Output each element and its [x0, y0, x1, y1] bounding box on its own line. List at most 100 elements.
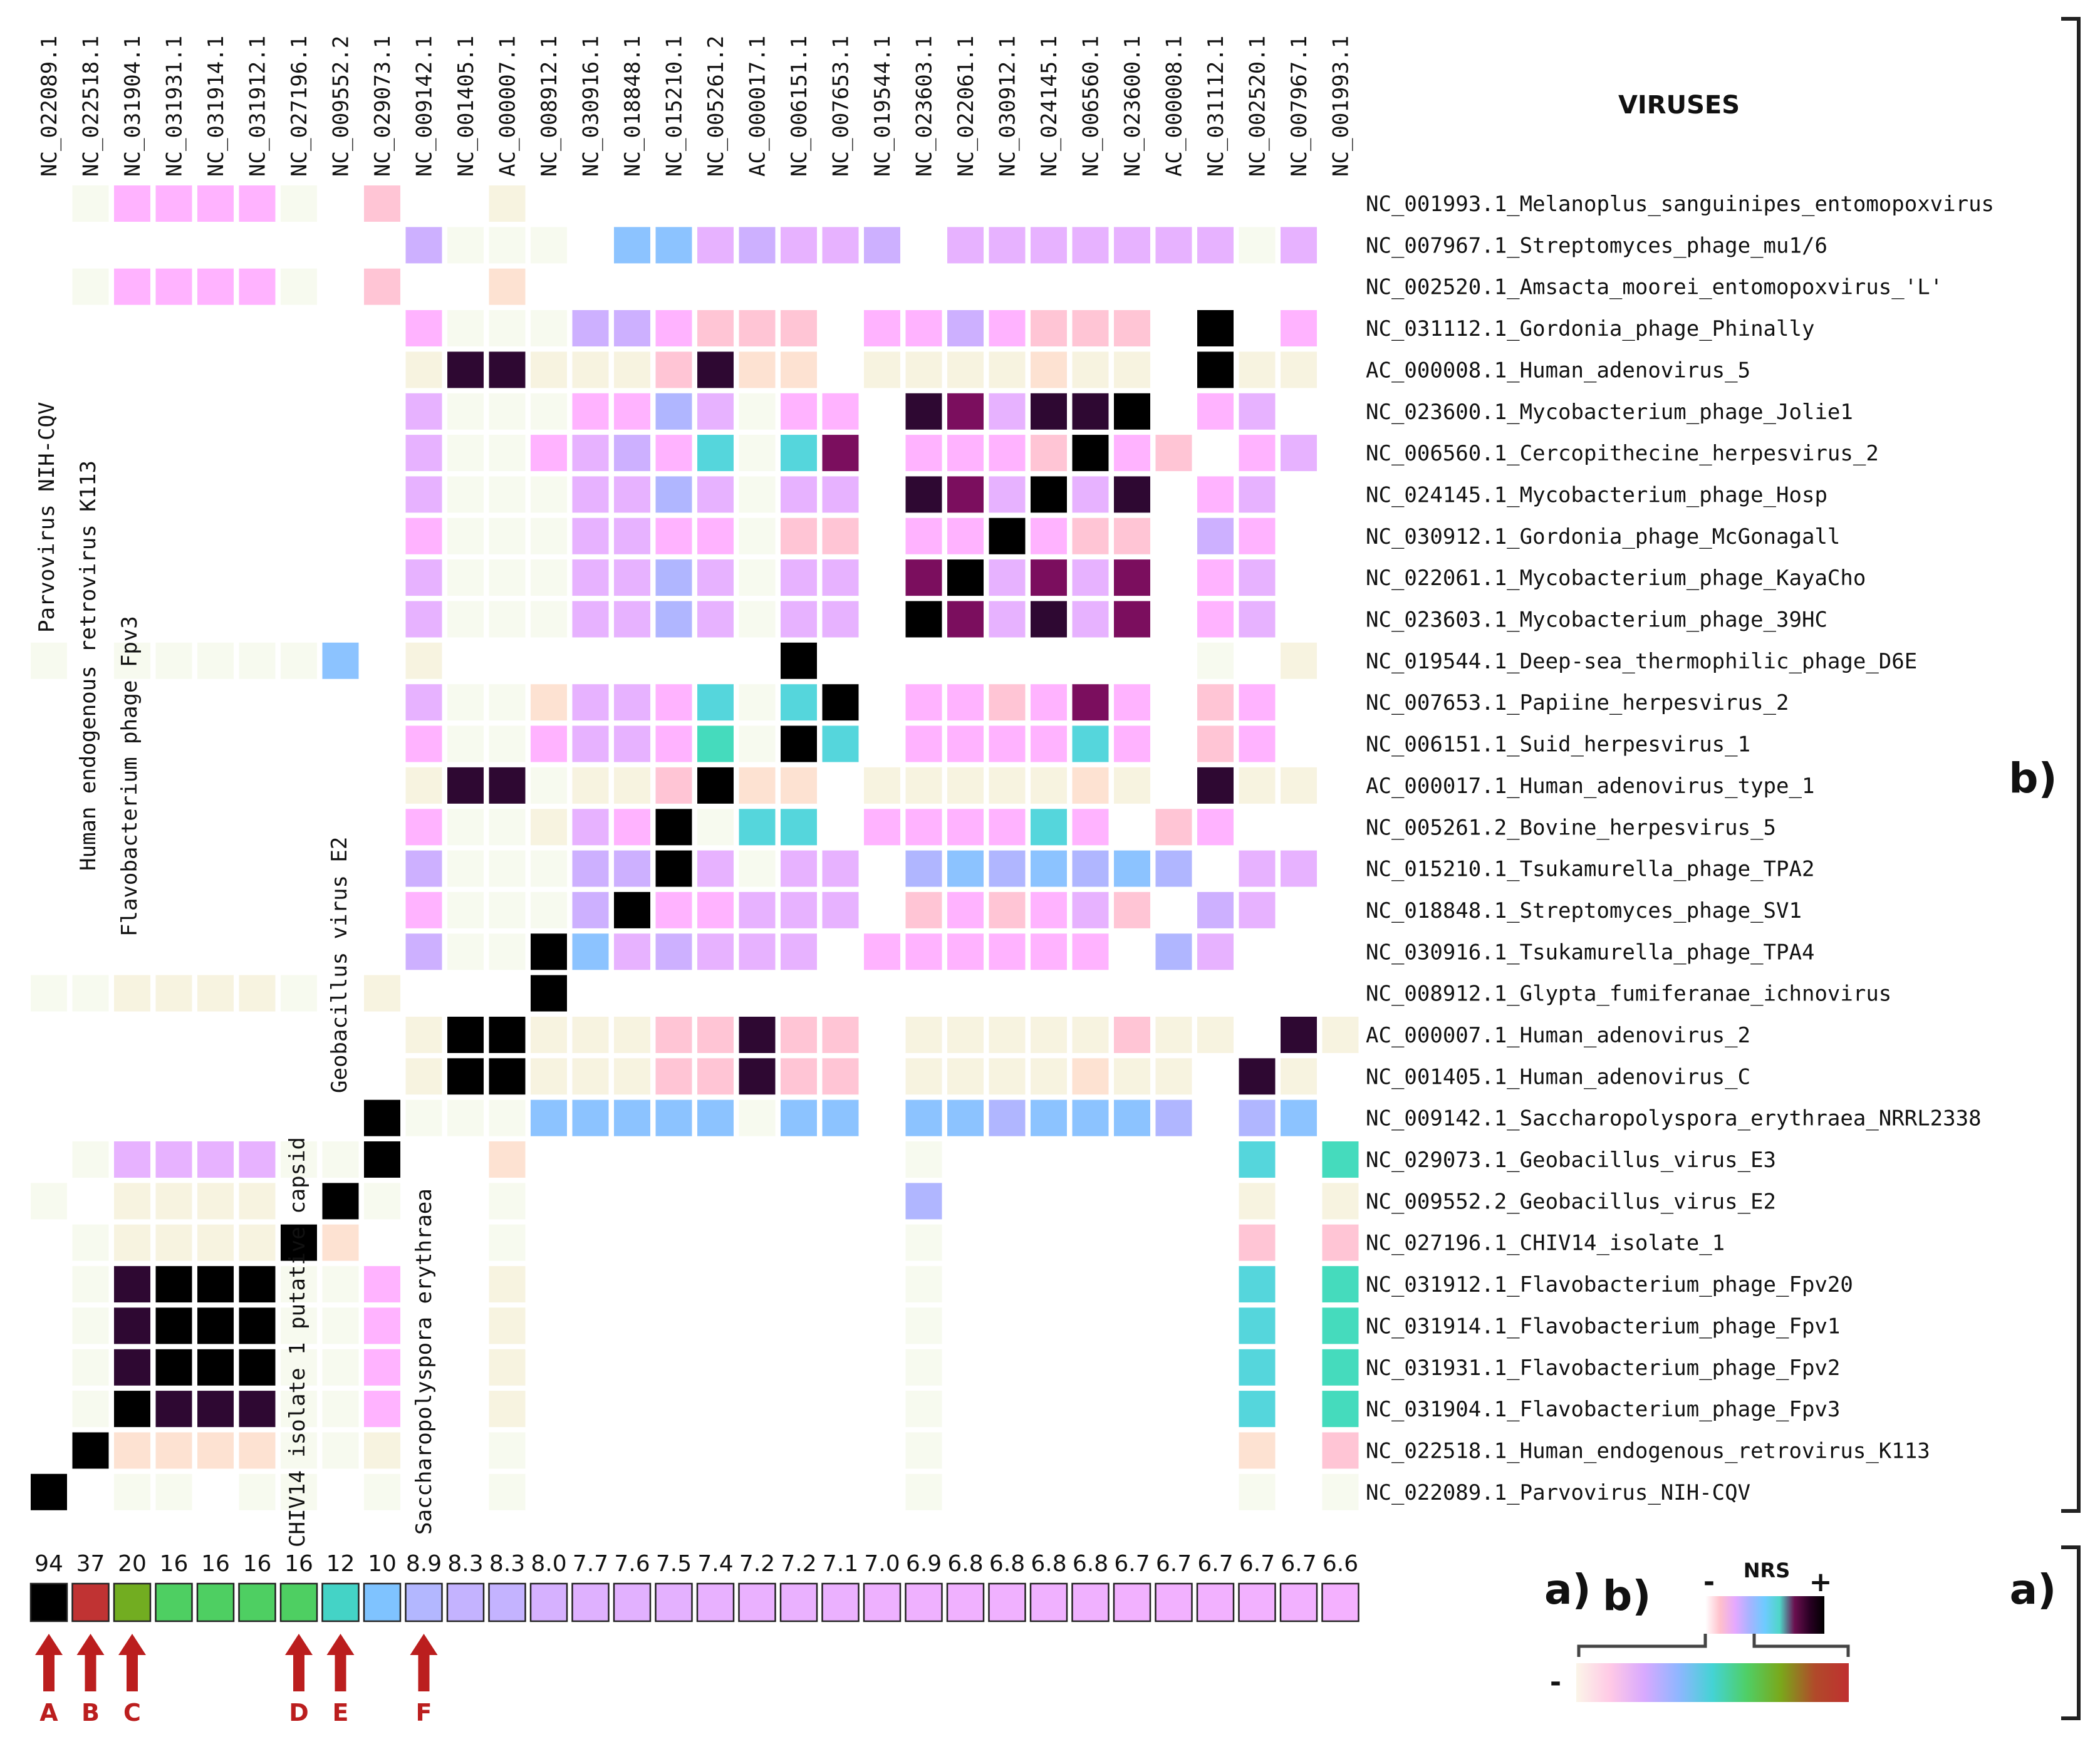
row-label: NC_008912.1_Glypta_fumiferanae_ichnoviru… [1366, 982, 1891, 1007]
heatmap-cell [489, 684, 526, 721]
column-label: NC_009552.2 [329, 36, 354, 177]
bar-value-label: 6.6 [1323, 1551, 1358, 1577]
column-labels: NC_022089.1 NC_022518.1 NC_031904.1 NC_0319… [37, 36, 1354, 177]
bar-cell [1029, 1582, 1068, 1622]
heatmap-cell [822, 725, 859, 762]
heatmap-cell [1322, 1141, 1359, 1178]
heatmap-cell [989, 310, 1026, 346]
heatmap-cell [489, 1224, 526, 1261]
highlight-arrow [118, 1634, 146, 1691]
heatmap-cell [1239, 476, 1276, 513]
heatmap-cell [1155, 1099, 1192, 1136]
bar-cell [988, 1582, 1026, 1622]
heatmap-cell [1322, 1391, 1359, 1428]
heatmap-cell [72, 268, 109, 305]
heatmap-cell [447, 310, 484, 346]
heatmap-cell [405, 351, 442, 388]
bar-value-label: 6.7 [1281, 1551, 1316, 1577]
heatmap-cell [947, 227, 984, 264]
heatmap-cell [739, 767, 776, 804]
heatmap-cell [405, 517, 442, 554]
heatmap-cell [197, 268, 234, 305]
heatmap-cell [1072, 601, 1109, 638]
heatmap-cell [72, 185, 109, 222]
heatmap-cell [655, 435, 692, 472]
heatmap-cell [1031, 310, 1067, 346]
heatmap-cell [697, 559, 734, 596]
heatmap-cell [322, 1266, 359, 1303]
column-label: NC_031904.1 [120, 36, 145, 177]
heatmap-cell [405, 725, 442, 762]
heatmap-cell [614, 310, 650, 346]
arrow-label: D [289, 1699, 309, 1726]
heatmap-cell [114, 1391, 150, 1428]
heatmap-cell [72, 1224, 109, 1261]
heatmap-cell [781, 933, 817, 970]
row-label: NC_007967.1_Streptomyces_phage_mu1/6 [1366, 233, 1827, 258]
heatmap-cell [697, 1017, 734, 1053]
bar-cell [1321, 1582, 1359, 1622]
heatmap-cell [739, 1017, 776, 1053]
heatmap-cell [1281, 850, 1317, 887]
heatmap-cell [197, 1266, 234, 1303]
heatmap-cell [947, 809, 984, 846]
row-label: NC_023600.1_Mycobacterium_phage_Jolie1 [1366, 400, 1853, 425]
heatmap-cell [905, 310, 942, 346]
heatmap-cell [947, 891, 984, 928]
heatmap-cell [281, 1307, 317, 1344]
heatmap-cell [405, 1017, 442, 1053]
bar-value-label: 6.7 [1239, 1551, 1275, 1577]
heatmap-cell [489, 767, 526, 804]
overlay-label: Flavobacterium phage Fpv3 [117, 616, 142, 937]
heatmap-cell [1072, 850, 1109, 887]
heatmap-cell [864, 227, 900, 264]
heatmap-cell [1072, 227, 1109, 264]
heatmap-cell [781, 393, 817, 430]
column-label: NC_029073.1 [370, 36, 395, 177]
heatmap-cell [489, 850, 526, 887]
heatmap-cell [739, 601, 776, 638]
heatmap-cell [905, 684, 942, 721]
heatmap-cell [947, 1058, 984, 1095]
heatmap-cell [531, 933, 567, 970]
heatmap-cell [1114, 725, 1150, 762]
heatmap-cell [31, 1183, 67, 1220]
heatmap-cell [1239, 435, 1276, 472]
heatmap-cell [697, 809, 734, 846]
heatmap-cell [1114, 476, 1150, 513]
heatmap-cell [655, 933, 692, 970]
heatmap-cell [1114, 684, 1150, 721]
column-label: NC_018848.1 [620, 36, 645, 177]
heatmap-cell [822, 393, 859, 430]
column-label: NC_006151.1 [787, 36, 812, 177]
heatmap-cell [239, 1141, 276, 1178]
legend-connector-right [1752, 1634, 1850, 1657]
heatmap-cell [655, 767, 692, 804]
heatmap-cell [1155, 809, 1192, 846]
heatmap-cell [1072, 559, 1109, 596]
heatmap-cell [572, 1017, 609, 1053]
heatmap-cell [739, 809, 776, 846]
heatmap-cell [655, 517, 692, 554]
heatmap-cell [364, 1473, 400, 1510]
highlight-arrow [76, 1634, 105, 1691]
heatmap-cell [197, 642, 234, 679]
heatmap-cell [322, 1391, 359, 1428]
heatmap-cell [281, 1432, 317, 1469]
heatmap-cell [239, 1349, 276, 1386]
heatmap-cell [1072, 684, 1109, 721]
heatmap-cell [1239, 767, 1276, 804]
heatmap-cell [822, 1099, 859, 1136]
heatmap-cell [739, 1058, 776, 1095]
heatmap-cell [1322, 1183, 1359, 1220]
heatmap-cell [489, 1141, 526, 1178]
heatmap-cell [489, 227, 526, 264]
overlay-label: Saccharopolyspora erythraea [412, 1188, 437, 1535]
heatmap-cell [155, 1183, 192, 1220]
bar-cell [279, 1582, 318, 1622]
bar-value-label: 6.7 [1114, 1551, 1150, 1577]
heatmap-cell [239, 1224, 276, 1261]
heatmap-cell [1281, 1099, 1317, 1136]
column-label: NC_022089.1 [37, 36, 62, 177]
